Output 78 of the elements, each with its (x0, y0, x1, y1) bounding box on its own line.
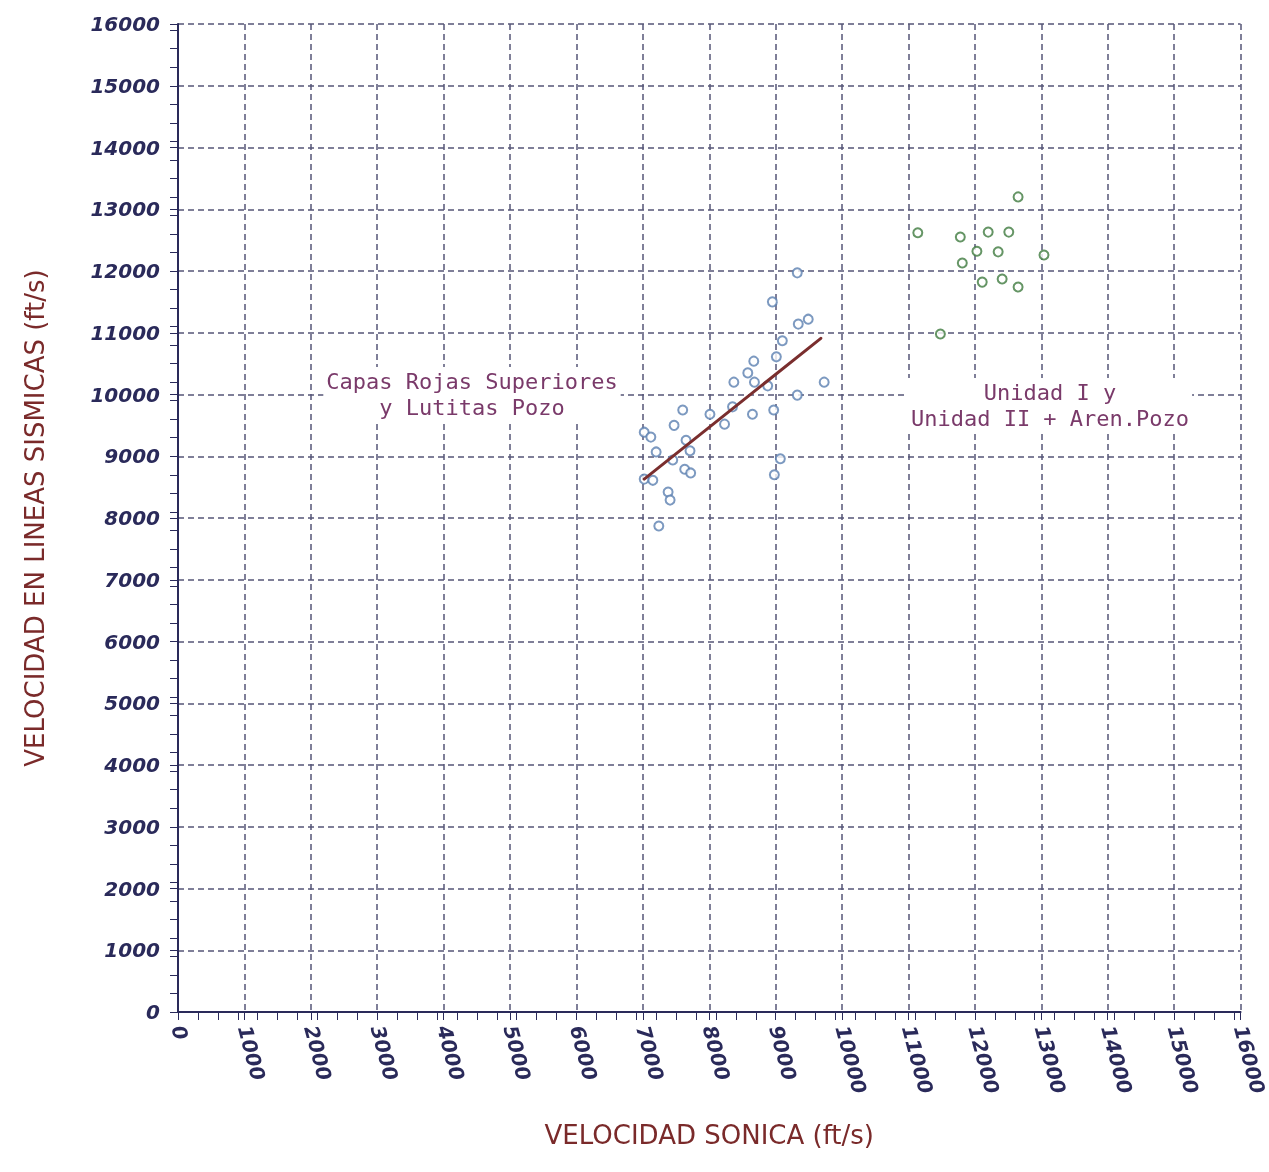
point (668, 419, 680, 431)
y-axis-title: VELOCIDAD EN LINEAS SISMICAS (ft/s) (20, 269, 50, 767)
point (1038, 249, 1050, 261)
point (770, 351, 782, 363)
point (971, 245, 983, 257)
point (934, 328, 946, 340)
point (774, 453, 786, 465)
x-tick-label: 2000 (299, 1022, 337, 1083)
point (742, 367, 754, 379)
y-tick-label: 0 (146, 1000, 161, 1024)
point (954, 231, 966, 243)
point (956, 257, 968, 269)
point (791, 389, 803, 401)
y-tick-label: 15000 (90, 73, 161, 98)
point (792, 318, 804, 330)
point (1012, 191, 1024, 203)
y-tick-label: 16000 (90, 12, 161, 36)
x-tick-label: 12000 (963, 1022, 1005, 1097)
x-tick-label: 5000 (498, 1022, 537, 1083)
point (912, 227, 924, 239)
point (677, 404, 689, 416)
point (728, 376, 740, 388)
point (802, 313, 814, 325)
x-axis-title: VELOCIDAD SONICA (ft/s) (544, 1120, 875, 1150)
x-tick-label: 4000 (431, 1021, 470, 1083)
point (664, 494, 676, 506)
point (768, 469, 780, 481)
point (746, 408, 758, 420)
y-tick-label: 14000 (90, 135, 161, 160)
annotation: Capas Rojas Superiores y Lutitas Pozo (326, 368, 618, 420)
point (766, 296, 778, 308)
point (685, 467, 697, 479)
point (645, 431, 657, 443)
y-tick-label: 12000 (90, 259, 161, 283)
x-tick-label: 3000 (365, 1022, 404, 1083)
point (1012, 281, 1024, 293)
y-tick-label: 8000 (104, 506, 161, 530)
point (748, 355, 760, 367)
x-tick-label: 10000 (830, 1022, 872, 1097)
x-tick-label: 11000 (896, 1022, 939, 1097)
x-tick-label: 1000 (232, 1022, 271, 1083)
y-tick-label: 2000 (104, 876, 161, 901)
x-tick-label: 8000 (697, 1022, 736, 1083)
x-tick-label: 0 (166, 1022, 194, 1043)
y-tick-label: 9000 (104, 444, 161, 469)
point (653, 520, 665, 532)
point (818, 376, 830, 388)
point (996, 273, 1008, 285)
x-tick-label: 6000 (564, 1022, 603, 1083)
y-tick-label: 6000 (104, 629, 161, 654)
y-tick-label: 1000 (104, 938, 161, 963)
point (748, 376, 760, 388)
point (791, 267, 803, 279)
x-tick-label: 13000 (1029, 1022, 1071, 1097)
x-tick-label: 16000 (1228, 1022, 1269, 1097)
x-tick-label: 9000 (764, 1022, 802, 1083)
y-tick-label: 13000 (90, 197, 161, 222)
x-tick-label: 15000 (1162, 1022, 1204, 1097)
point (1003, 226, 1015, 238)
x-tick-label: 7000 (631, 1022, 669, 1083)
y-tick-label: 5000 (104, 691, 161, 716)
point (704, 408, 716, 420)
point (992, 246, 1004, 258)
point (776, 335, 788, 347)
point (684, 445, 696, 457)
point (976, 276, 988, 288)
point (768, 404, 780, 416)
point (982, 226, 994, 238)
y-tick-label: 4000 (103, 753, 161, 777)
y-tick-label: 10000 (90, 382, 161, 407)
y-tick-label: 11000 (90, 320, 161, 345)
x-tick-label: 14000 (1096, 1022, 1138, 1097)
y-tick-label: 3000 (104, 814, 161, 839)
annotation: Unidad I y Unidad II + Aren.Pozo (910, 379, 1190, 431)
y-tick-label: 7000 (104, 567, 161, 592)
point (719, 418, 731, 430)
point (647, 474, 659, 486)
point (650, 446, 662, 458)
